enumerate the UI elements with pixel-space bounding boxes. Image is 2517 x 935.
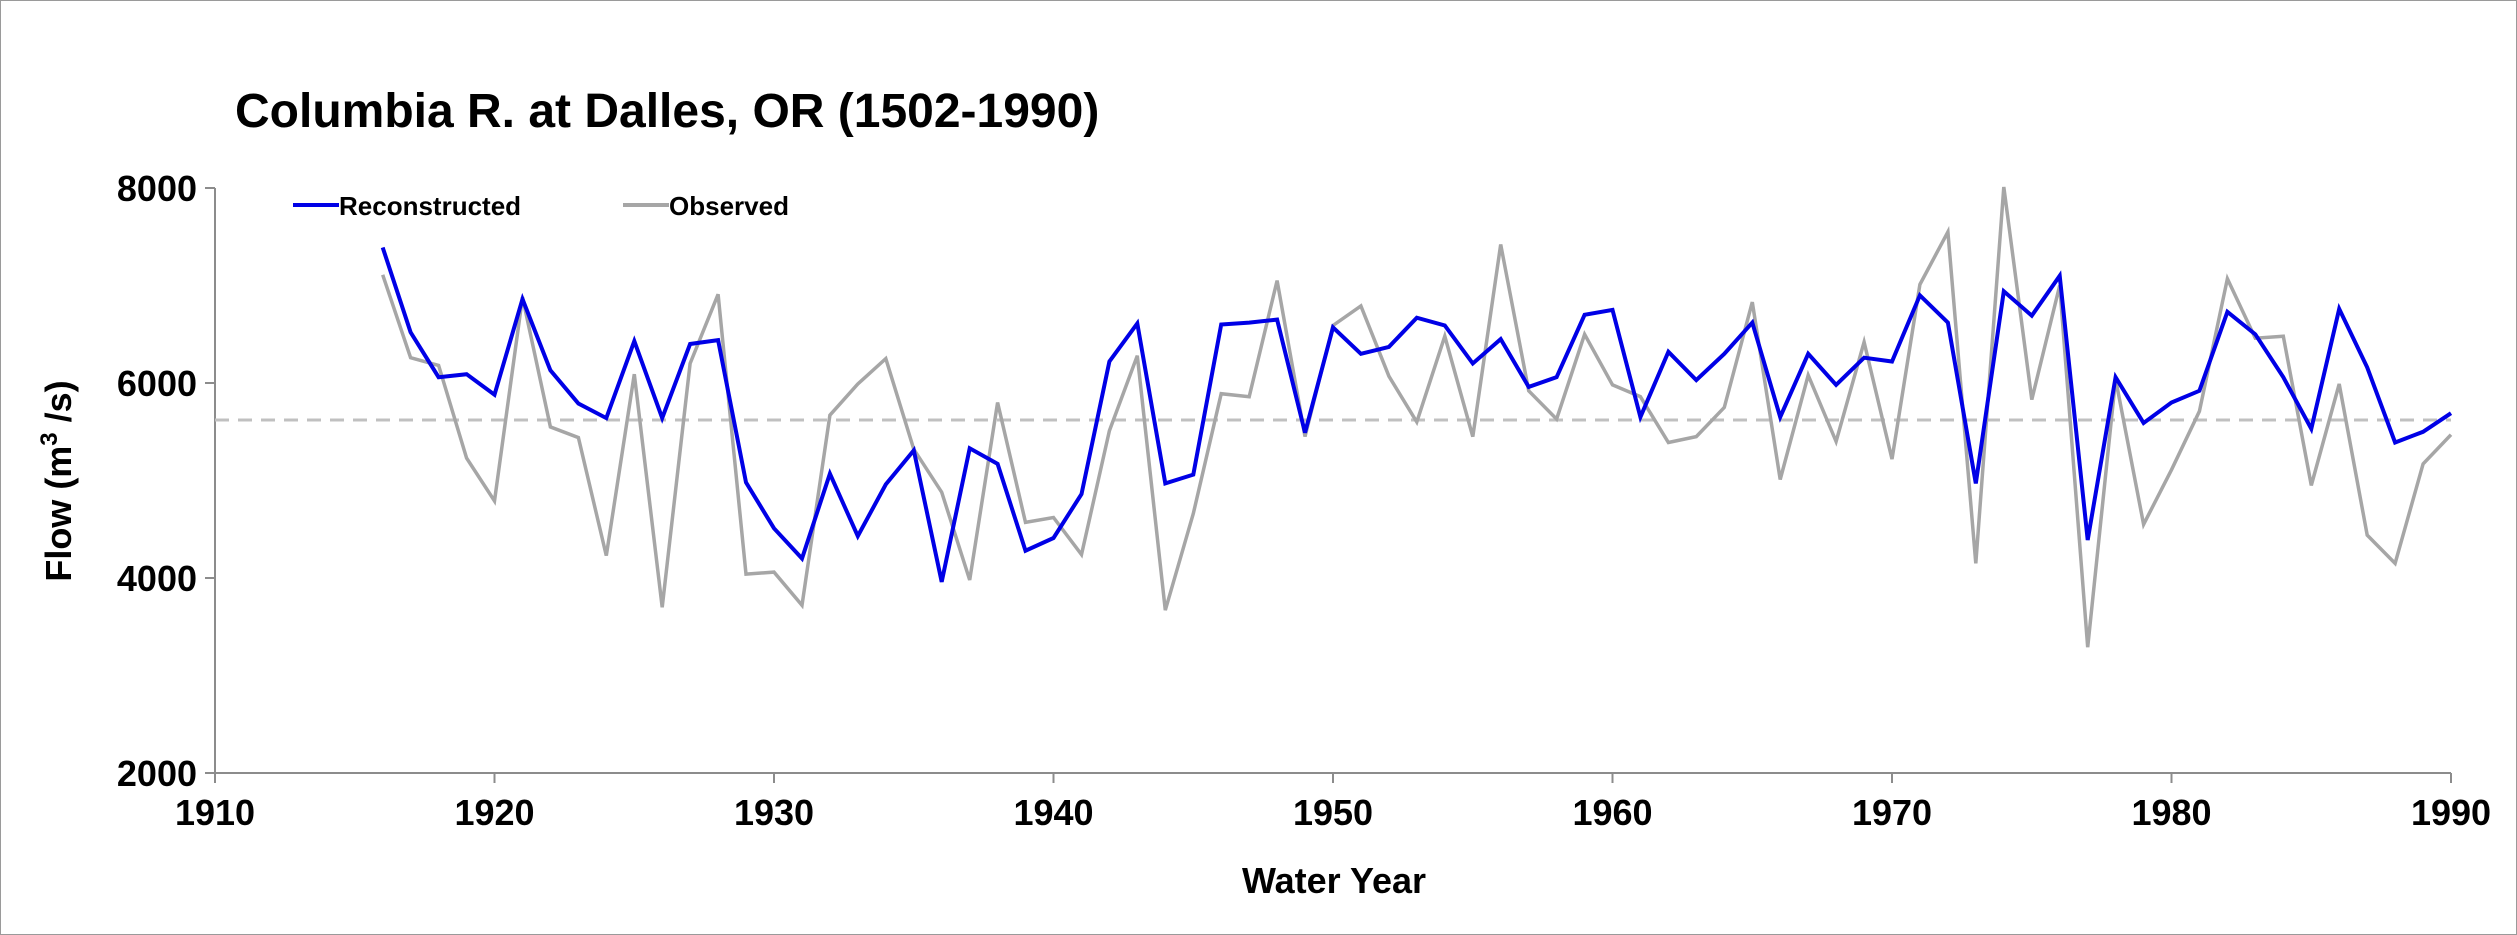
legend-label-observed: Observed	[669, 191, 789, 221]
legend-label-reconstructed: Reconstructed	[339, 191, 521, 221]
x-tick-label: 1990	[2411, 792, 2491, 833]
y-tick-label: 6000	[117, 363, 197, 404]
x-tick-label: 1940	[1013, 792, 1093, 833]
y-tick-label: 4000	[117, 558, 197, 599]
y-axis-label-main: Flow (m	[38, 446, 79, 582]
series-lines	[380, 186, 2453, 648]
x-tick-label: 1950	[1293, 792, 1373, 833]
x-axis-label: Water Year	[1242, 860, 1426, 901]
y-axis-label-tail: /s)	[38, 380, 79, 432]
x-tick-label: 1980	[2131, 792, 2211, 833]
legend: Reconstructed Observed	[293, 191, 789, 221]
y-tick-label: 2000	[117, 753, 197, 794]
axes	[205, 187, 2452, 783]
y-tick-labels: 2000 4000 6000 8000	[117, 168, 197, 794]
x-tick-label: 1910	[175, 792, 255, 833]
chart-title: Columbia R. at Dalles, OR (1502-1990)	[235, 85, 1099, 138]
x-tick-label: 1930	[734, 792, 814, 833]
x-tick-label: 1920	[454, 792, 534, 833]
x-tick-labels: 1910 1920 1930 1940 1950 1960 1970 1980 1990	[175, 792, 2491, 833]
y-axis-label: Flow (m3 /s)	[36, 380, 79, 581]
series-line-reconstructed	[380, 246, 2453, 583]
x-tick-label: 1970	[1852, 792, 1932, 833]
x-tick-label: 1960	[1572, 792, 1652, 833]
y-tick-label: 8000	[117, 168, 197, 209]
y-axis-label-superscript: 3	[36, 432, 63, 445]
